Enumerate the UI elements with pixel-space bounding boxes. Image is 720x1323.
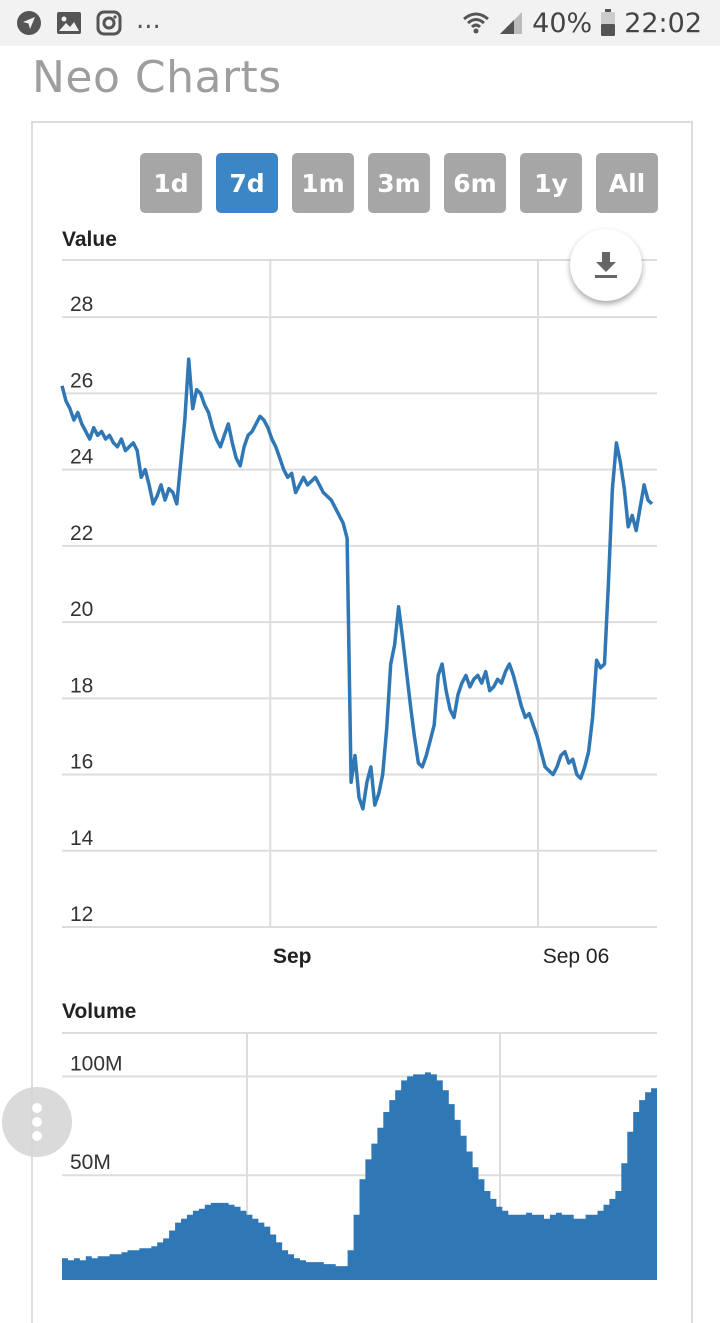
range-button-6m[interactable]: 6m (444, 153, 506, 213)
wifi-icon (463, 12, 490, 34)
more-notifications: ... (136, 5, 161, 35)
navigation-icon (17, 11, 41, 35)
instagram-icon (96, 10, 122, 36)
value-series-line (60, 357, 654, 811)
price-chart: Value 12 14 16 18 20 22 24 26 28 Sep Sep 06 (60, 228, 657, 968)
battery-icon (601, 9, 616, 36)
y-tick-label: 12 (70, 903, 93, 926)
y-tick-label: 16 (70, 751, 93, 774)
download-button[interactable] (570, 229, 642, 301)
volume-chart: Volume 50M 100M (62, 1000, 657, 1280)
y-tick-label: 28 (70, 293, 93, 316)
y-tick-label: 26 (70, 369, 93, 392)
x-tick-label: Sep 06 (543, 945, 610, 968)
status-bar: ... 40% 22:02 (0, 0, 720, 46)
y-tick-label: 100M (70, 1052, 123, 1075)
chart-card (31, 121, 693, 1323)
y-tick-label: 18 (70, 674, 93, 697)
range-button-all[interactable]: All (596, 153, 658, 213)
y-tick-label: 14 (70, 827, 94, 850)
signal-icon (500, 12, 523, 34)
range-selector: 1d 7d 1m 3m 6m 1y All (140, 153, 658, 213)
y-tick-label: 22 (70, 522, 93, 545)
x-tick-label: Sep (273, 945, 312, 968)
battery-percent: 40% (532, 7, 593, 39)
volume-series-area (62, 1072, 657, 1280)
y-tick-label: 20 (70, 598, 93, 621)
range-button-1y[interactable]: 1y (520, 153, 582, 213)
range-button-3m[interactable]: 3m (368, 153, 430, 213)
y-tick-label: 50M (70, 1151, 111, 1174)
download-icon (595, 252, 617, 278)
vertical-dots-icon (32, 1103, 42, 1141)
clock: 22:02 (624, 7, 702, 39)
value-chart-title: Value (62, 228, 117, 251)
range-button-7d[interactable]: 7d (216, 153, 278, 213)
volume-chart-title: Volume (62, 1000, 136, 1023)
app-title: Neo Charts (32, 52, 282, 103)
range-button-1m[interactable]: 1m (292, 153, 354, 213)
y-tick-label: 24 (70, 446, 94, 469)
gallery-icon (57, 12, 81, 34)
range-button-1d[interactable]: 1d (140, 153, 202, 213)
more-options-button[interactable] (2, 1087, 72, 1157)
